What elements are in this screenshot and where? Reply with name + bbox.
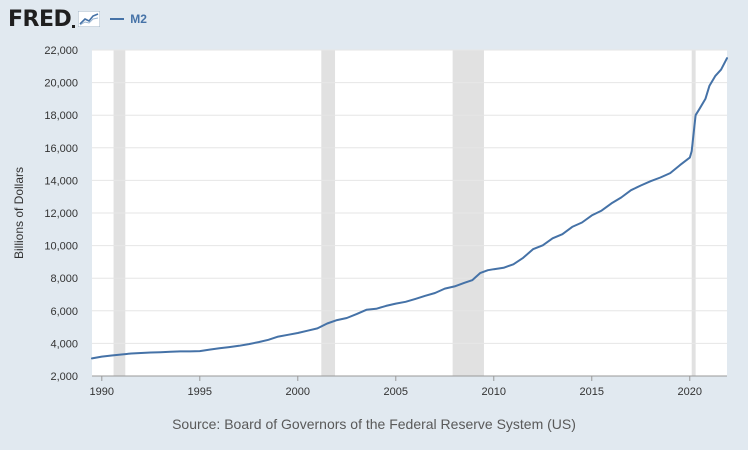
y-tick-label: 8,000 [50, 273, 78, 285]
y-tick-label: 14,000 [44, 175, 78, 187]
y-tick-label: 12,000 [44, 208, 78, 220]
y-tick-label: 6,000 [50, 306, 78, 318]
source-note: Source: Board of Governors of the Federa… [172, 416, 576, 432]
x-tick-label: 2020 [678, 386, 702, 398]
fred-logo: FRED [8, 6, 72, 32]
x-tick-label: 2015 [580, 386, 604, 398]
legend-swatch-m2 [110, 18, 125, 20]
series-line-m2[interactable] [91, 57, 728, 360]
fred-logo-dot [72, 24, 76, 28]
line-chart[interactable]: 2,000 4,000 6,000 8,000 10,000 12,000 14,000 16… [0, 0, 748, 410]
y-tick-label: 22,000 [44, 45, 78, 57]
x-tick-label: 2010 [482, 386, 506, 398]
y-tick-label: 2,000 [50, 371, 78, 383]
x-tick-label: 1990 [90, 386, 114, 398]
y-tick-label: 4,000 [50, 338, 78, 350]
y-tick-label: 16,000 [44, 143, 78, 155]
legend[interactable]: M2 [110, 12, 147, 26]
y-tick-label: 20,000 [44, 78, 78, 90]
y-axis-title: Billions of Dollars [12, 167, 26, 259]
x-tick-label: 1995 [188, 386, 212, 398]
x-tick-label: 2000 [286, 386, 310, 398]
x-tick-label: 2005 [384, 386, 408, 398]
chart-header: FRED M2 [8, 4, 147, 34]
legend-label-m2: M2 [130, 12, 147, 26]
y-tick-label: 10,000 [44, 241, 78, 253]
fred-graph-icon [78, 11, 101, 27]
y-tick-label: 18,000 [44, 110, 78, 122]
